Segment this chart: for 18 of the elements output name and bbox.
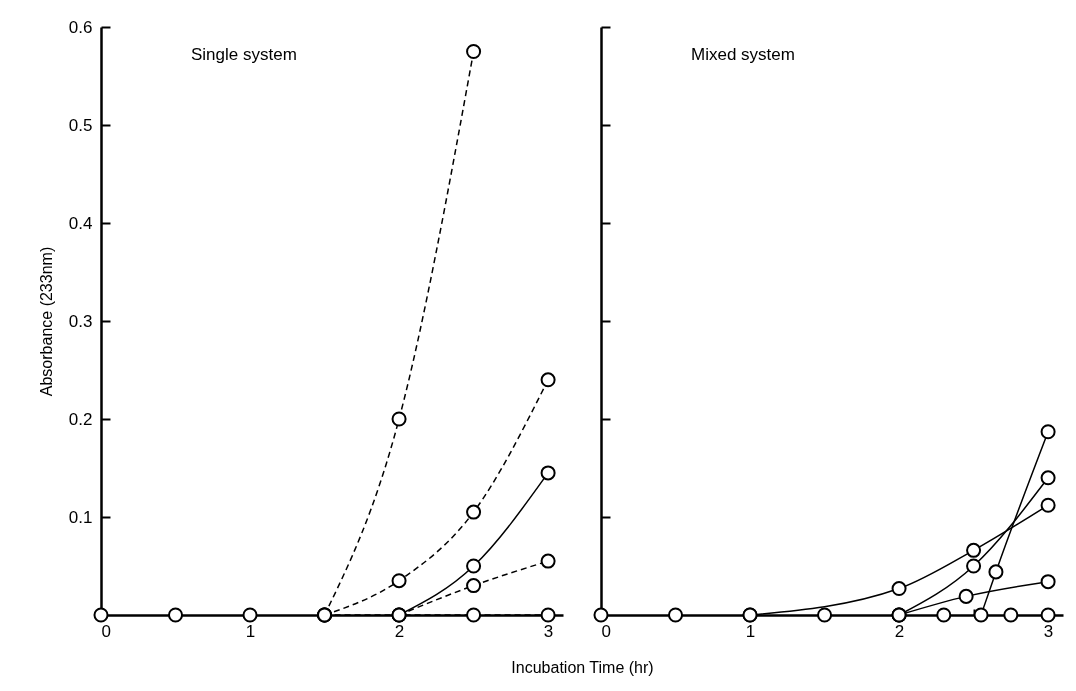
y-tick-label: 0.5 [68,115,93,135]
x-tick-label: 2 [394,621,405,641]
x-axis-title: Incubation Time (hr) [511,658,654,676]
text: Mixed system [691,45,795,64]
x-tick-label: 0 [601,621,611,641]
x-tick-label: 1 [745,621,756,641]
x-tick-label: 0 [101,621,111,641]
y-tick-label: 0.2 [68,409,93,429]
x-tick-label: 3 [543,621,554,641]
y-tick-label: 0.6 [68,17,93,37]
x-tick-label: 1 [245,621,256,641]
y-tick-label: 0.4 [68,213,93,233]
x-tick-label: 3 [1043,621,1054,641]
text: Single system [191,45,297,64]
x-tick-label: 2 [894,621,905,641]
y-tick-label: 0.3 [68,311,93,331]
y-axis-title: Absorbance (233nm) [37,246,55,397]
y-tick-label: 0.1 [68,507,93,527]
